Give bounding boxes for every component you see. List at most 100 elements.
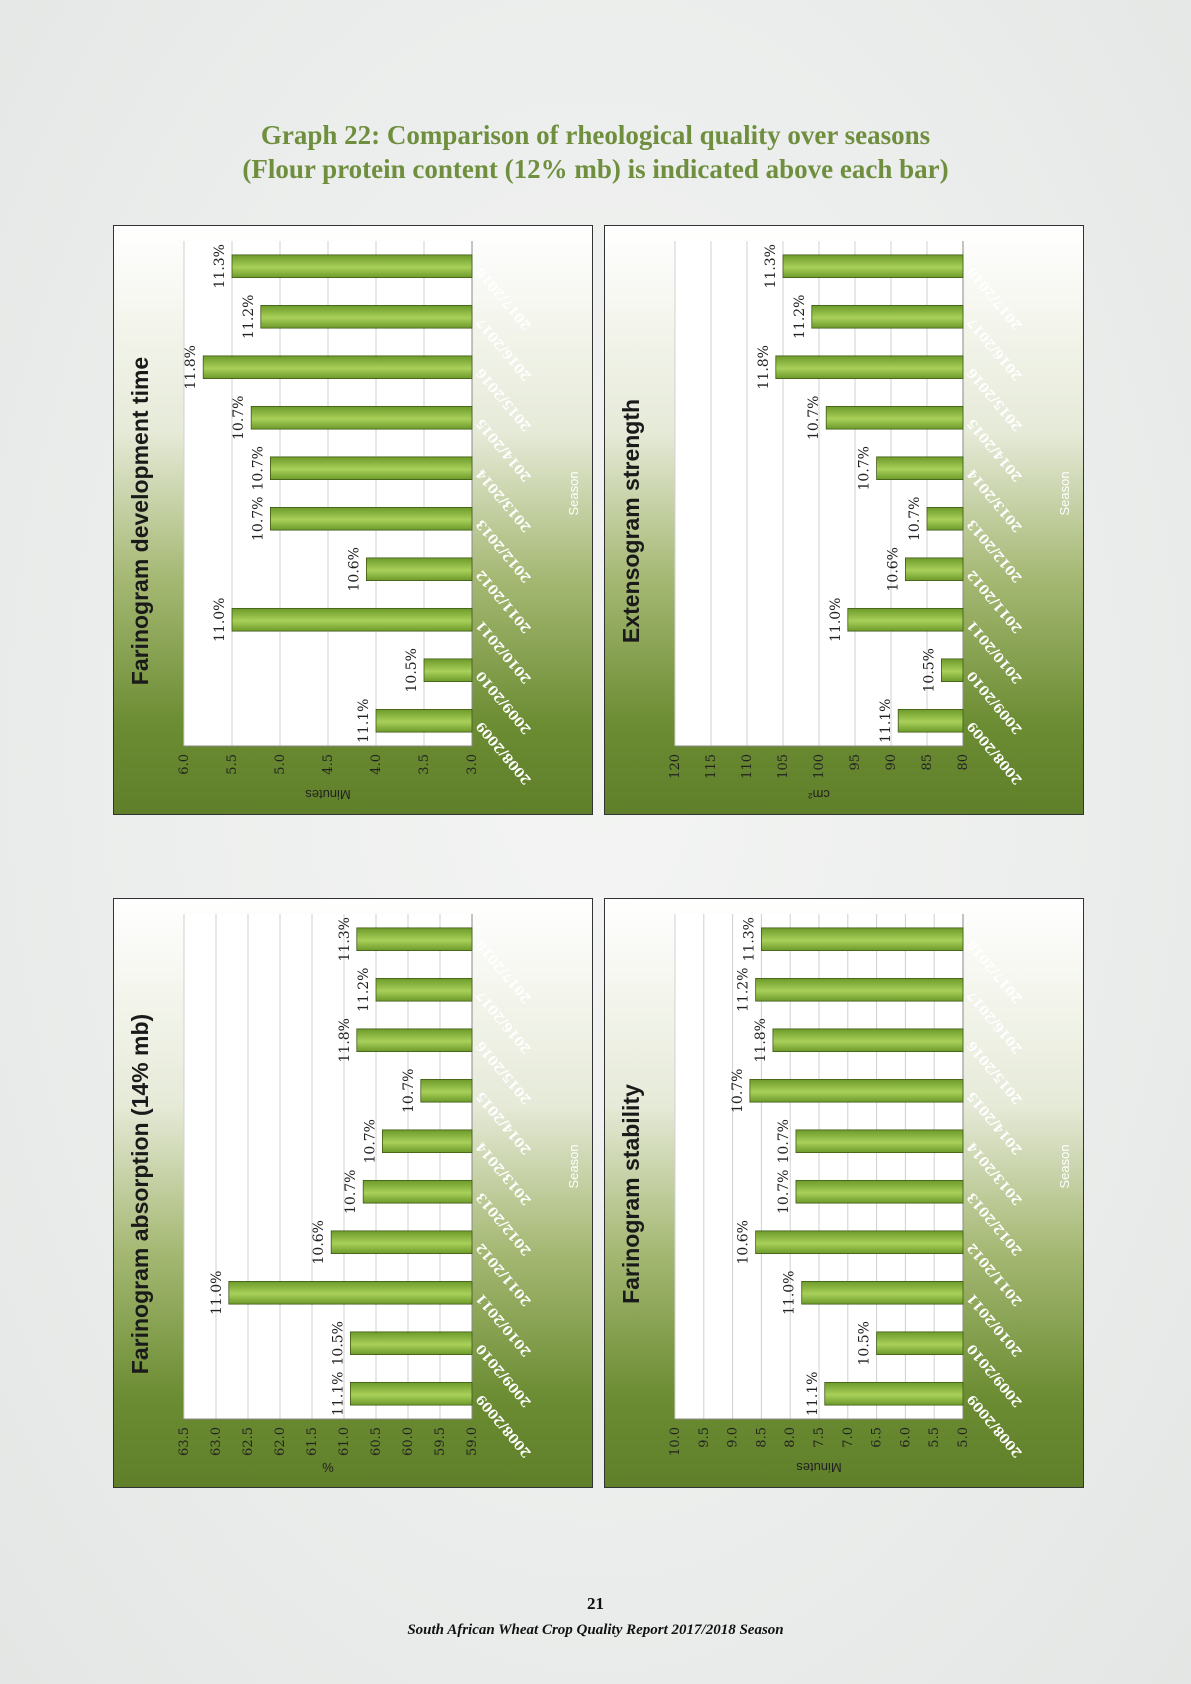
y-tick-label: 61.0 — [337, 1427, 352, 1456]
protein-label: 11.1% — [805, 1372, 821, 1416]
protein-label: 10.7% — [250, 446, 266, 490]
bar — [775, 355, 964, 380]
bar — [940, 658, 964, 683]
y-tick-label: 8.0 — [783, 1427, 798, 1448]
chart-farinogram-development-time: Farinogram development time 3.0 3.5 4.0 4.5 5… — [127, 241, 581, 802]
bar — [231, 607, 473, 632]
bar — [904, 557, 964, 582]
y-tick-label: 85 — [920, 754, 935, 771]
bar — [349, 1331, 473, 1356]
y-axis-title: Minutes — [796, 1460, 842, 1475]
y-tick-label: 80 — [956, 754, 971, 771]
y-tick-label: 10.0 — [668, 1427, 683, 1456]
bar — [825, 405, 964, 430]
protein-label: 11.2% — [736, 968, 752, 1012]
bar — [772, 1028, 964, 1053]
bar — [228, 1280, 473, 1305]
protein-label: 10.7% — [730, 1069, 746, 1113]
y-tick-label: 115 — [704, 754, 719, 779]
protein-label: 11.8% — [183, 345, 199, 389]
y-tick-label: 6.0 — [898, 1427, 913, 1448]
chart-extensogram-strength: Extensogram strength 80 85 90 95 100 105 110 115… — [618, 241, 1072, 802]
y-tick-label: 8.5 — [754, 1427, 769, 1448]
y-tick-label: 9.5 — [697, 1427, 712, 1448]
y-axis-title: % — [322, 1460, 334, 1475]
bar — [362, 1179, 473, 1204]
bar — [375, 708, 473, 733]
y-tick-label: 5.5 — [225, 754, 240, 775]
bar — [365, 557, 473, 582]
chart-panel-farinogram-absorption: Farinogram absorption (14% mb) 59.0 59.5 60… — [113, 898, 593, 1488]
y-tick-label: 90 — [884, 754, 899, 771]
page-title-line-2: (Flour protein content (12% mb) is indic… — [242, 154, 949, 184]
y-tick-label: 59.5 — [433, 1427, 448, 1456]
protein-label: 10.7% — [857, 446, 873, 490]
protein-label: 10.7% — [231, 396, 247, 440]
y-tick-label: 5.0 — [956, 1427, 971, 1448]
bar — [749, 1078, 964, 1103]
y-tick-label: 63.5 — [177, 1427, 192, 1456]
protein-label: 10.5% — [404, 648, 420, 692]
y-tick-label: 62.5 — [241, 1427, 256, 1456]
y-tick-label: 7.5 — [812, 1427, 827, 1448]
x-axis-title: Season — [566, 1144, 581, 1188]
y-tick-label: 110 — [740, 754, 755, 779]
chart-farinogram-stability: Farinogram stability 5.0 5.5 6.0 6.5 7.0 7.5 8.… — [618, 914, 1072, 1475]
protein-label: 11.0% — [209, 1271, 225, 1315]
y-tick-label: 95 — [848, 754, 863, 771]
y-axis-title: Minutes — [305, 787, 351, 802]
page-title-line-1: Graph 22: Comparison of rheological qual… — [260, 120, 931, 150]
bar — [795, 1179, 964, 1204]
y-tick-label: 3.0 — [465, 754, 480, 775]
y-tick-label: 6.5 — [870, 1427, 885, 1448]
bar — [202, 355, 473, 380]
x-axis-title: Season — [566, 471, 581, 515]
x-axis-title: Season — [1057, 1144, 1072, 1188]
bar — [356, 927, 473, 952]
protein-label: 10.5% — [330, 1321, 346, 1365]
chart-farinogram-absorption: Farinogram absorption (14% mb) 59.0 59.5 60… — [127, 914, 581, 1475]
chart-panel-farinogram-stability: Farinogram stability 5.0 5.5 6.0 6.5 7.0 7.5 8.… — [604, 898, 1084, 1488]
y-tick-label: 3.5 — [417, 754, 432, 775]
x-axis-title: Season — [1057, 471, 1072, 515]
bar — [876, 456, 964, 481]
y-tick-label: 100 — [812, 754, 827, 779]
protein-label: 10.6% — [885, 547, 901, 591]
protein-label: 11.3% — [741, 917, 757, 961]
bar — [876, 1331, 964, 1356]
bar — [755, 1230, 964, 1255]
protein-label: 10.7% — [401, 1069, 417, 1113]
chart-title: Farinogram development time — [127, 357, 153, 685]
protein-label: 11.3% — [763, 244, 779, 288]
y-tick-label: 5.5 — [927, 1427, 942, 1448]
bar — [375, 977, 473, 1002]
bar — [269, 456, 473, 481]
y-tick-label: 62.0 — [273, 1427, 288, 1456]
bar — [847, 607, 964, 632]
bar — [260, 304, 473, 329]
bar — [811, 304, 964, 329]
chart-title: Farinogram stability — [618, 1084, 644, 1304]
y-tick-label: 60.5 — [369, 1427, 384, 1456]
protein-label: 10.7% — [776, 1119, 792, 1163]
protein-label: 11.3% — [212, 244, 228, 288]
bar — [349, 1381, 473, 1406]
bar — [760, 927, 964, 952]
protein-label: 10.6% — [346, 547, 362, 591]
y-tick-label: 105 — [776, 754, 791, 779]
y-tick-label: 59.0 — [465, 1427, 480, 1456]
bar — [269, 506, 473, 531]
protein-label: 10.6% — [311, 1220, 327, 1264]
protein-label: 11.8% — [337, 1018, 353, 1062]
bar — [897, 708, 964, 733]
protein-label: 10.7% — [907, 497, 923, 541]
y-tick-label: 63.0 — [209, 1427, 224, 1456]
y-tick-label: 4.0 — [369, 754, 384, 775]
protein-label: 10.7% — [776, 1170, 792, 1214]
y-tick-label: 61.5 — [305, 1427, 320, 1456]
bar — [782, 254, 964, 279]
protein-label: 11.8% — [756, 345, 772, 389]
bar — [824, 1381, 964, 1406]
protein-label: 10.6% — [736, 1220, 752, 1264]
protein-label: 11.2% — [356, 968, 372, 1012]
